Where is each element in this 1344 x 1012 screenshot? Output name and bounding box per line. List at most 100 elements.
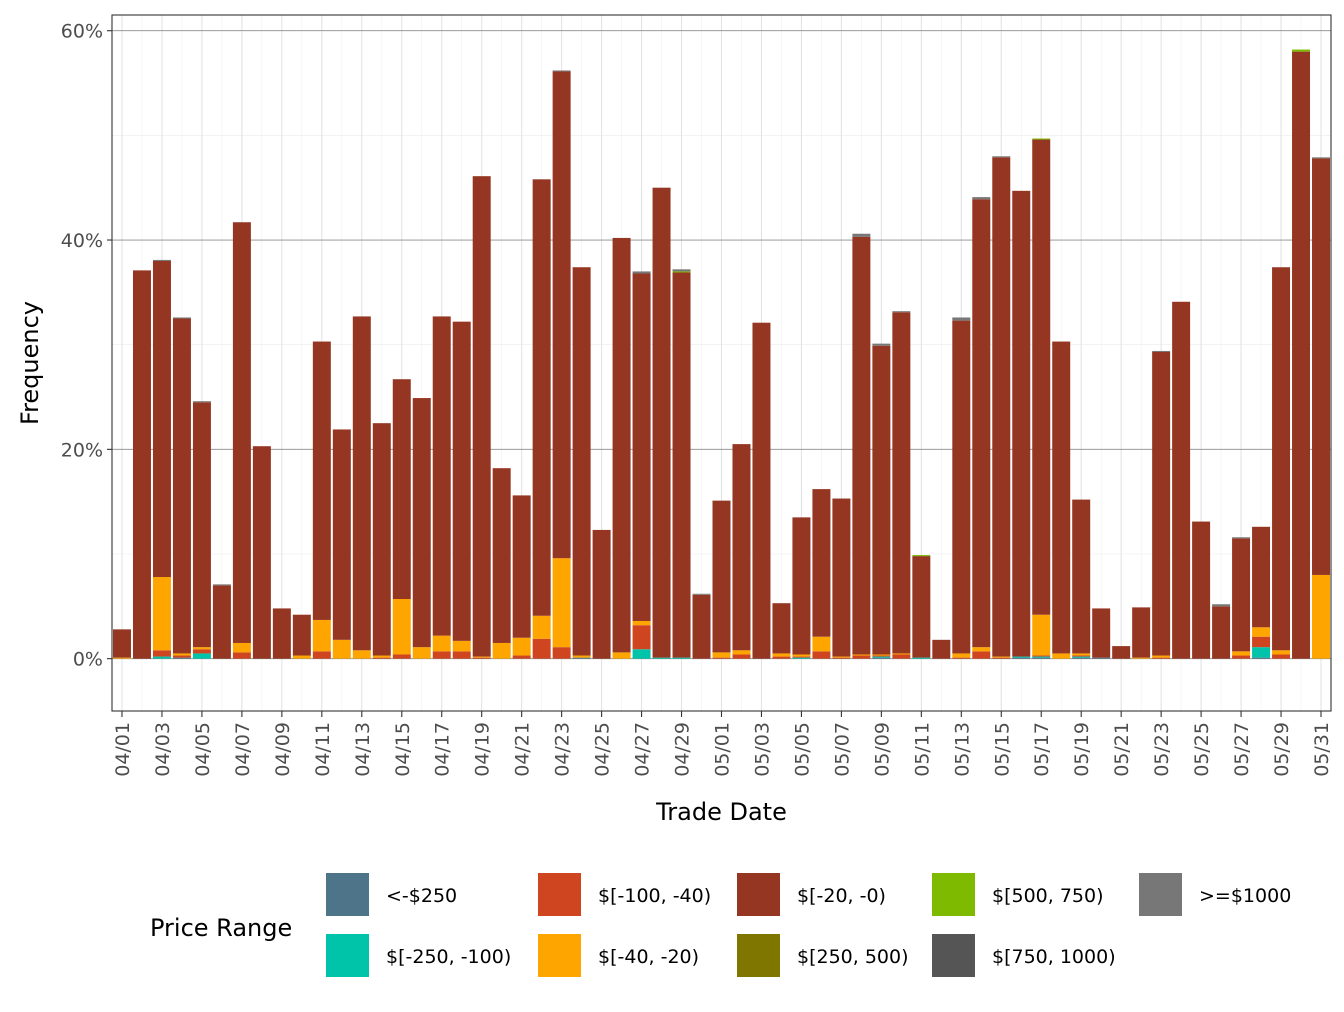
bar-segment-05-09-s2 xyxy=(872,655,891,657)
bar-segment-05-10-s2 xyxy=(892,654,911,659)
legend-swatch xyxy=(326,934,369,977)
bar-segment-04-06-s4 xyxy=(212,585,231,659)
legend-swatch xyxy=(737,873,780,916)
bar-segment-05-05-s3 xyxy=(792,654,811,657)
bar-segment-05-22-s4 xyxy=(1132,607,1151,658)
bar-segment-05-07-s4 xyxy=(832,498,851,657)
bar-segment-04-27-s3 xyxy=(632,620,651,626)
bar-segment-04-07-s4 xyxy=(232,222,251,643)
bar-segment-05-16-s1 xyxy=(1012,656,1031,658)
bar-segment-05-05-s4 xyxy=(792,517,811,655)
y-axis-title: Frequency xyxy=(16,301,44,425)
legend-label: $[-20, -0) xyxy=(797,885,886,907)
bar-segment-04-28-s1 xyxy=(652,657,671,659)
bar-segment-05-06-s3 xyxy=(812,636,831,652)
bar-segment-05-13-s2 xyxy=(952,657,971,659)
bar-segment-05-16-s4 xyxy=(1012,190,1031,657)
bar-segment-04-23-s2 xyxy=(552,647,571,659)
bar-segment-05-05-s1 xyxy=(792,657,811,659)
x-tick-label: 04/13 xyxy=(352,722,374,777)
bar-segment-05-03-s4 xyxy=(752,322,771,659)
bar-segment-05-04-s3 xyxy=(772,653,791,657)
bar-segment-05-27-s8 xyxy=(1232,537,1251,539)
bar-segment-04-23-s8 xyxy=(552,70,571,72)
bar-segment-05-19-s0 xyxy=(1072,657,1091,659)
bar-segment-05-28-s2 xyxy=(1252,636,1271,648)
bar-segment-05-22-s3 xyxy=(1132,657,1151,659)
bar-segment-04-04-s3 xyxy=(172,653,191,656)
bar-segment-05-28-s4 xyxy=(1252,526,1271,628)
bar-segment-04-27-s2 xyxy=(632,625,651,650)
bar-segment-04-17-s4 xyxy=(432,316,451,636)
bar-segment-05-28-s1 xyxy=(1252,647,1271,658)
bar-segment-05-07-s2 xyxy=(832,657,851,659)
x-tick-label: 05/27 xyxy=(1231,722,1253,777)
bar-segment-04-19-s4 xyxy=(472,176,491,657)
bar-segment-05-08-s8 xyxy=(852,233,871,237)
bar-segment-05-04-s4 xyxy=(772,603,791,654)
bar-segment-05-11-s1 xyxy=(912,657,931,659)
x-tick-label: 05/11 xyxy=(911,722,933,777)
bar-segment-05-15-s2 xyxy=(992,657,1011,659)
bar-segment-04-23-s4 xyxy=(552,71,571,559)
x-tick-label: 05/09 xyxy=(871,722,893,777)
bar-segment-05-19-s2 xyxy=(1072,655,1091,657)
bar-segment-04-04-s0 xyxy=(172,657,191,659)
bar-segment-04-19-s3 xyxy=(472,656,491,658)
bar-segment-04-03-s1 xyxy=(152,656,171,659)
bar-segment-05-09-s4 xyxy=(872,345,891,655)
x-tick-label: 04/09 xyxy=(272,722,294,777)
bar-segment-05-02-s4 xyxy=(732,444,751,651)
bar-segment-04-05-s2 xyxy=(192,649,211,654)
x-tick-label: 05/13 xyxy=(951,722,973,777)
bar-segment-04-21-s4 xyxy=(512,495,531,638)
legend-label: $[250, 500) xyxy=(797,946,909,968)
legend-swatch xyxy=(538,873,581,916)
y-tick-label: 60% xyxy=(61,21,103,43)
bar-segment-05-27-s4 xyxy=(1232,538,1251,652)
bar-segment-05-09-s3 xyxy=(872,654,891,656)
y-tick-label: 40% xyxy=(61,230,103,252)
bar-segment-04-10-s3 xyxy=(292,655,311,659)
bar-segment-05-23-s3 xyxy=(1152,655,1171,658)
bar-segment-05-25-s4 xyxy=(1192,521,1211,659)
x-tick-label: 04/19 xyxy=(472,722,494,777)
legend-label: >=$1000 xyxy=(1199,885,1291,907)
bar-segment-05-01-s4 xyxy=(712,500,731,653)
bar-segment-04-22-s3 xyxy=(532,615,551,639)
x-tick-label: 05/25 xyxy=(1191,722,1213,777)
bar-segment-04-12-s4 xyxy=(332,429,351,640)
bar-segment-05-18-s3 xyxy=(1052,653,1071,659)
bar-segment-05-04-s2 xyxy=(772,656,791,659)
bar-segment-04-03-s2 xyxy=(152,650,171,657)
bar-segment-04-04-s2 xyxy=(172,655,191,658)
x-tick-label: 04/05 xyxy=(192,722,214,777)
bar-segment-04-29-s6 xyxy=(672,271,691,273)
x-tick-label: 04/03 xyxy=(152,722,174,777)
bar-segment-05-28-s0 xyxy=(1252,657,1271,659)
bar-segment-04-22-s2 xyxy=(532,638,551,659)
bar-segment-04-27-s1 xyxy=(632,649,651,659)
bar-segment-05-10-s8 xyxy=(892,311,911,313)
x-tick-label: 05/17 xyxy=(1031,722,1053,777)
bar-segment-05-10-s3 xyxy=(892,653,911,655)
bar-segment-04-21-s2 xyxy=(512,655,531,659)
bar-segment-05-26-s8 xyxy=(1212,604,1231,607)
bar-segment-05-14-s4 xyxy=(972,199,991,648)
bar-segment-05-30-s6 xyxy=(1292,49,1311,52)
bar-segment-05-15-s8 xyxy=(992,156,1011,158)
bar-segment-04-20-s3 xyxy=(492,642,511,659)
bar-segment-05-19-s4 xyxy=(1072,499,1091,654)
bar-segment-04-19-s2 xyxy=(472,657,491,659)
bar-segment-05-02-s2 xyxy=(732,654,751,659)
bar-segment-05-31-s8 xyxy=(1312,157,1331,159)
bar-segment-05-20-s0 xyxy=(1092,657,1111,659)
bar-segment-04-16-s4 xyxy=(412,398,431,648)
x-tick-label: 04/11 xyxy=(312,722,334,777)
bar-segment-04-16-s3 xyxy=(412,647,431,659)
x-tick-label: 04/27 xyxy=(632,722,654,777)
x-tick-label: 04/21 xyxy=(512,722,534,777)
bar-segment-05-17-s3 xyxy=(1032,614,1051,656)
bar-segment-04-03-s8 xyxy=(152,259,171,261)
